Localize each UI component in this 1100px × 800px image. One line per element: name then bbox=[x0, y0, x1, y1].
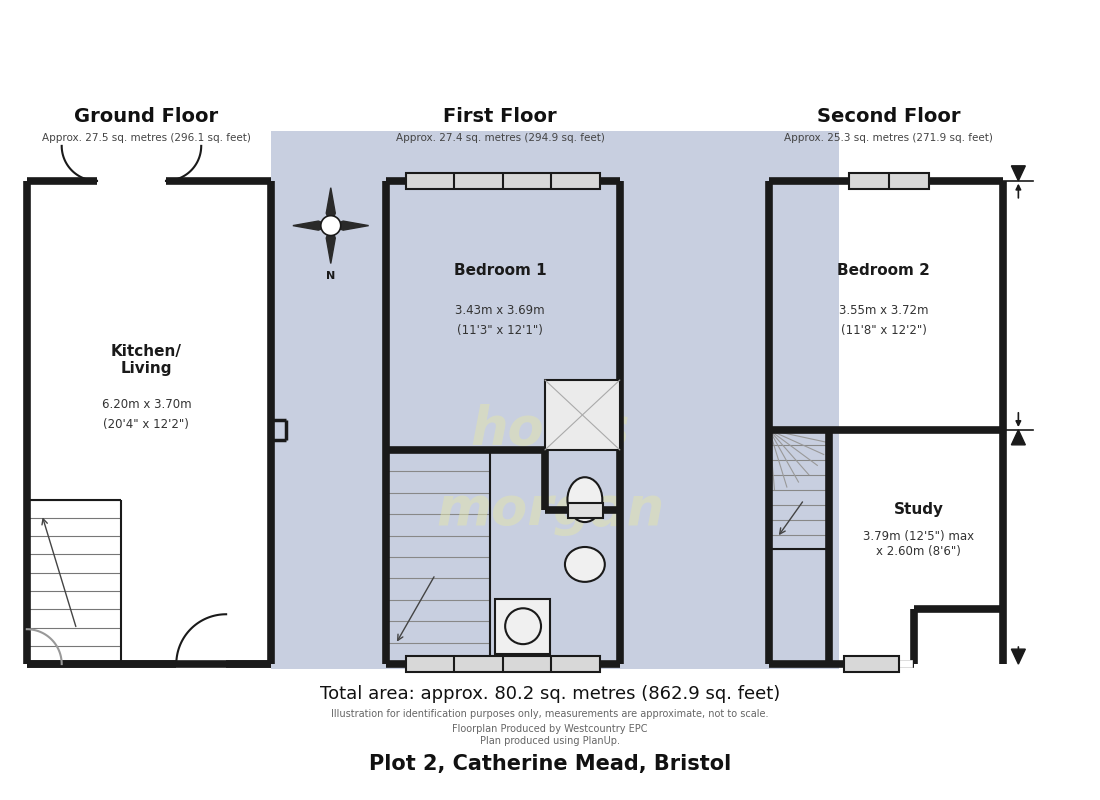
Bar bbox=[849, 173, 928, 189]
Polygon shape bbox=[1011, 649, 1025, 664]
Text: Approx. 27.4 sq. metres (294.9 sq. feet): Approx. 27.4 sq. metres (294.9 sq. feet) bbox=[396, 133, 605, 143]
Polygon shape bbox=[327, 188, 336, 226]
Circle shape bbox=[321, 216, 341, 235]
Text: (11'3" x 12'1"): (11'3" x 12'1") bbox=[458, 324, 543, 337]
Bar bbox=[495, 599, 550, 654]
Bar bbox=[406, 656, 600, 672]
Ellipse shape bbox=[568, 478, 603, 522]
Text: Total area: approx. 80.2 sq. metres (862.9 sq. feet): Total area: approx. 80.2 sq. metres (862… bbox=[320, 685, 780, 703]
Polygon shape bbox=[331, 221, 368, 230]
Text: Kitchen/
Living: Kitchen/ Living bbox=[111, 344, 182, 376]
Text: (11'8" x 12'2"): (11'8" x 12'2") bbox=[840, 324, 927, 337]
Bar bbox=[406, 173, 600, 189]
Bar bbox=[271, 131, 839, 669]
Text: 3.79m (12'5") max
x 2.60m (8'6"): 3.79m (12'5") max x 2.60m (8'6") bbox=[864, 530, 975, 558]
Text: Plan produced using PlanUp.: Plan produced using PlanUp. bbox=[480, 736, 620, 746]
Text: 3.55m x 3.72m: 3.55m x 3.72m bbox=[839, 304, 928, 317]
Text: hollis: hollis bbox=[471, 404, 630, 456]
Text: 3.43m x 3.69m: 3.43m x 3.69m bbox=[455, 304, 544, 317]
Polygon shape bbox=[327, 226, 336, 263]
Text: 6.20m x 3.70m: 6.20m x 3.70m bbox=[101, 398, 191, 411]
Text: Study: Study bbox=[893, 502, 944, 517]
Text: Second Floor: Second Floor bbox=[817, 107, 960, 126]
Text: Ground Floor: Ground Floor bbox=[75, 107, 219, 126]
Polygon shape bbox=[293, 221, 331, 230]
Text: First Floor: First Floor bbox=[443, 107, 557, 126]
Bar bbox=[568, 502, 603, 518]
Polygon shape bbox=[1011, 430, 1025, 445]
Ellipse shape bbox=[565, 547, 605, 582]
Bar bbox=[844, 656, 899, 672]
Text: Plot 2, Catherine Mead, Bristol: Plot 2, Catherine Mead, Bristol bbox=[368, 754, 732, 774]
Text: (20'4" x 12'2"): (20'4" x 12'2") bbox=[103, 418, 189, 431]
Text: Bedroom 1: Bedroom 1 bbox=[454, 263, 547, 278]
Text: Approx. 25.3 sq. metres (271.9 sq. feet): Approx. 25.3 sq. metres (271.9 sq. feet) bbox=[784, 133, 993, 143]
Text: Bedroom 2: Bedroom 2 bbox=[837, 263, 931, 278]
Text: Approx. 27.5 sq. metres (296.1 sq. feet): Approx. 27.5 sq. metres (296.1 sq. feet) bbox=[42, 133, 251, 143]
Text: morgan: morgan bbox=[436, 484, 664, 536]
Text: Floorplan Produced by Westcountry EPC: Floorplan Produced by Westcountry EPC bbox=[452, 724, 648, 734]
Polygon shape bbox=[1011, 166, 1025, 181]
Text: N: N bbox=[326, 271, 336, 282]
Bar bbox=[544, 380, 619, 450]
Text: Illustration for identification purposes only, measurements are approximate, not: Illustration for identification purposes… bbox=[331, 709, 769, 719]
